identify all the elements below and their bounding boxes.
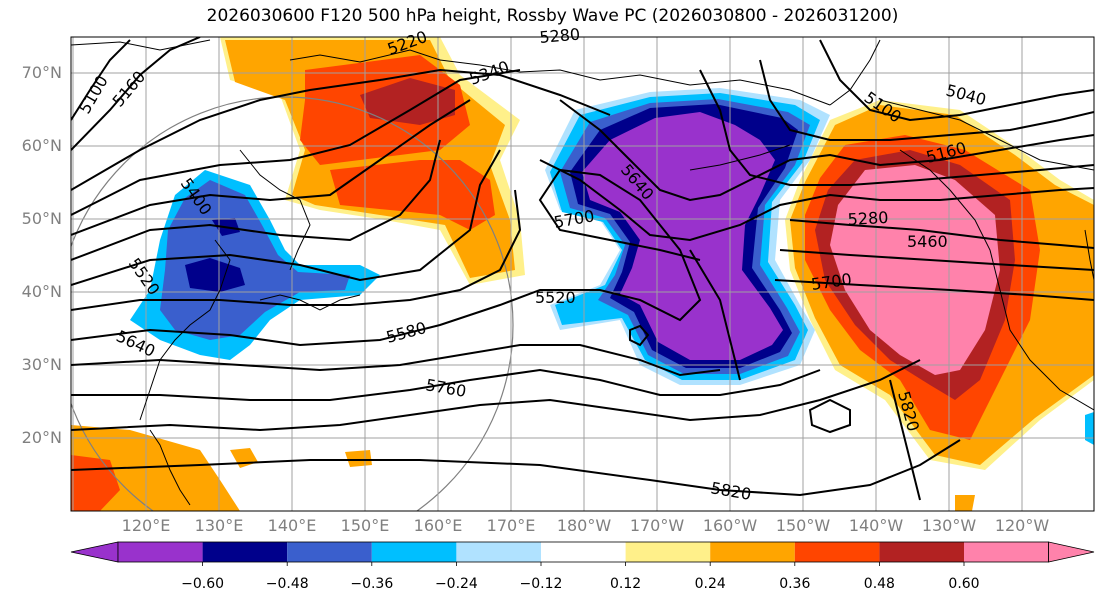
colorbar-tick-label: −0.36 [350,576,394,592]
shade-pink-ne-pacific [830,165,1000,375]
colorbar-swatch [879,542,964,562]
map-layers [71,37,1094,511]
shade-yellow-small-3 [955,495,975,511]
colorbar [70,541,1095,566]
map-frame [70,36,1095,512]
shading-positive [71,37,1094,511]
contour-label: 5280 [847,208,889,229]
lon-label: 160°W [702,516,758,535]
shading-negative [130,88,1094,445]
colorbar-left-extension [70,541,119,563]
colorbar-tick-label: −0.24 [434,576,478,592]
contour-label: 5280 [539,25,581,47]
lat-label: 50°N [21,209,62,228]
lon-label: 170°W [629,516,685,535]
contour-label: 5520 [535,288,576,307]
colorbar-tick-label: 0.24 [694,576,726,592]
lat-label: 20°N [21,428,62,447]
contour-label: 5460 [907,232,948,251]
colorbar-tick-label: −0.12 [519,576,563,592]
colorbar-swatch [118,542,203,562]
colorbar-swatch [625,542,711,562]
lon-label: 130°W [921,516,977,535]
lon-label: 170°E [486,516,536,535]
colorbar-swatch [287,542,372,562]
shade-cyan-right-edge [1085,412,1094,445]
lon-label: 150°W [775,516,831,535]
lon-label: 120°W [994,516,1050,535]
colorbar-ticks [202,562,965,566]
colorbar-right-extension [1048,541,1095,563]
colorbar-tick-label: −0.48 [265,576,309,592]
colorbar-swatch [456,542,541,562]
lon-label: 140°E [267,516,317,535]
lon-label: 120°E [121,516,171,535]
colorbar-tick-label: 0.48 [863,576,895,592]
lon-label: 180°W [556,516,612,535]
lon-label: 160°E [413,516,463,535]
lon-label: 140°W [848,516,904,535]
lat-label: 40°N [21,282,62,301]
colorbar-swatch [371,542,457,562]
lat-label: 30°N [21,355,62,374]
colorbar-tick-label: 0.36 [779,576,811,592]
shade-navy-nw [185,258,245,292]
height-contours [71,37,1094,501]
map-title: 2026030600 F120 500 hPa height, Rossby W… [206,6,899,26]
lat-label: 70°N [21,63,62,82]
coastlines [71,39,1094,506]
colorbar-tick-label: −0.60 [181,576,225,592]
colorbar-swatch [541,542,626,562]
colorbar-swatch [964,542,1049,562]
shade-red-nw-pacific-b [330,160,495,230]
colorbar-swatch [202,542,288,562]
lat-label: 60°N [21,136,62,155]
colorbar-swatch [794,542,880,562]
colorbar-outline [117,541,1049,563]
range-circle [71,96,514,511]
colorbar-tick-label: 0.60 [948,576,980,592]
shade-darkred-nw-pacific [360,78,455,125]
lon-label: 150°E [340,516,390,535]
colorbar-tick-label: 0.12 [610,576,642,592]
lon-label: 130°E [194,516,244,535]
colorbar-swatch [710,542,795,562]
